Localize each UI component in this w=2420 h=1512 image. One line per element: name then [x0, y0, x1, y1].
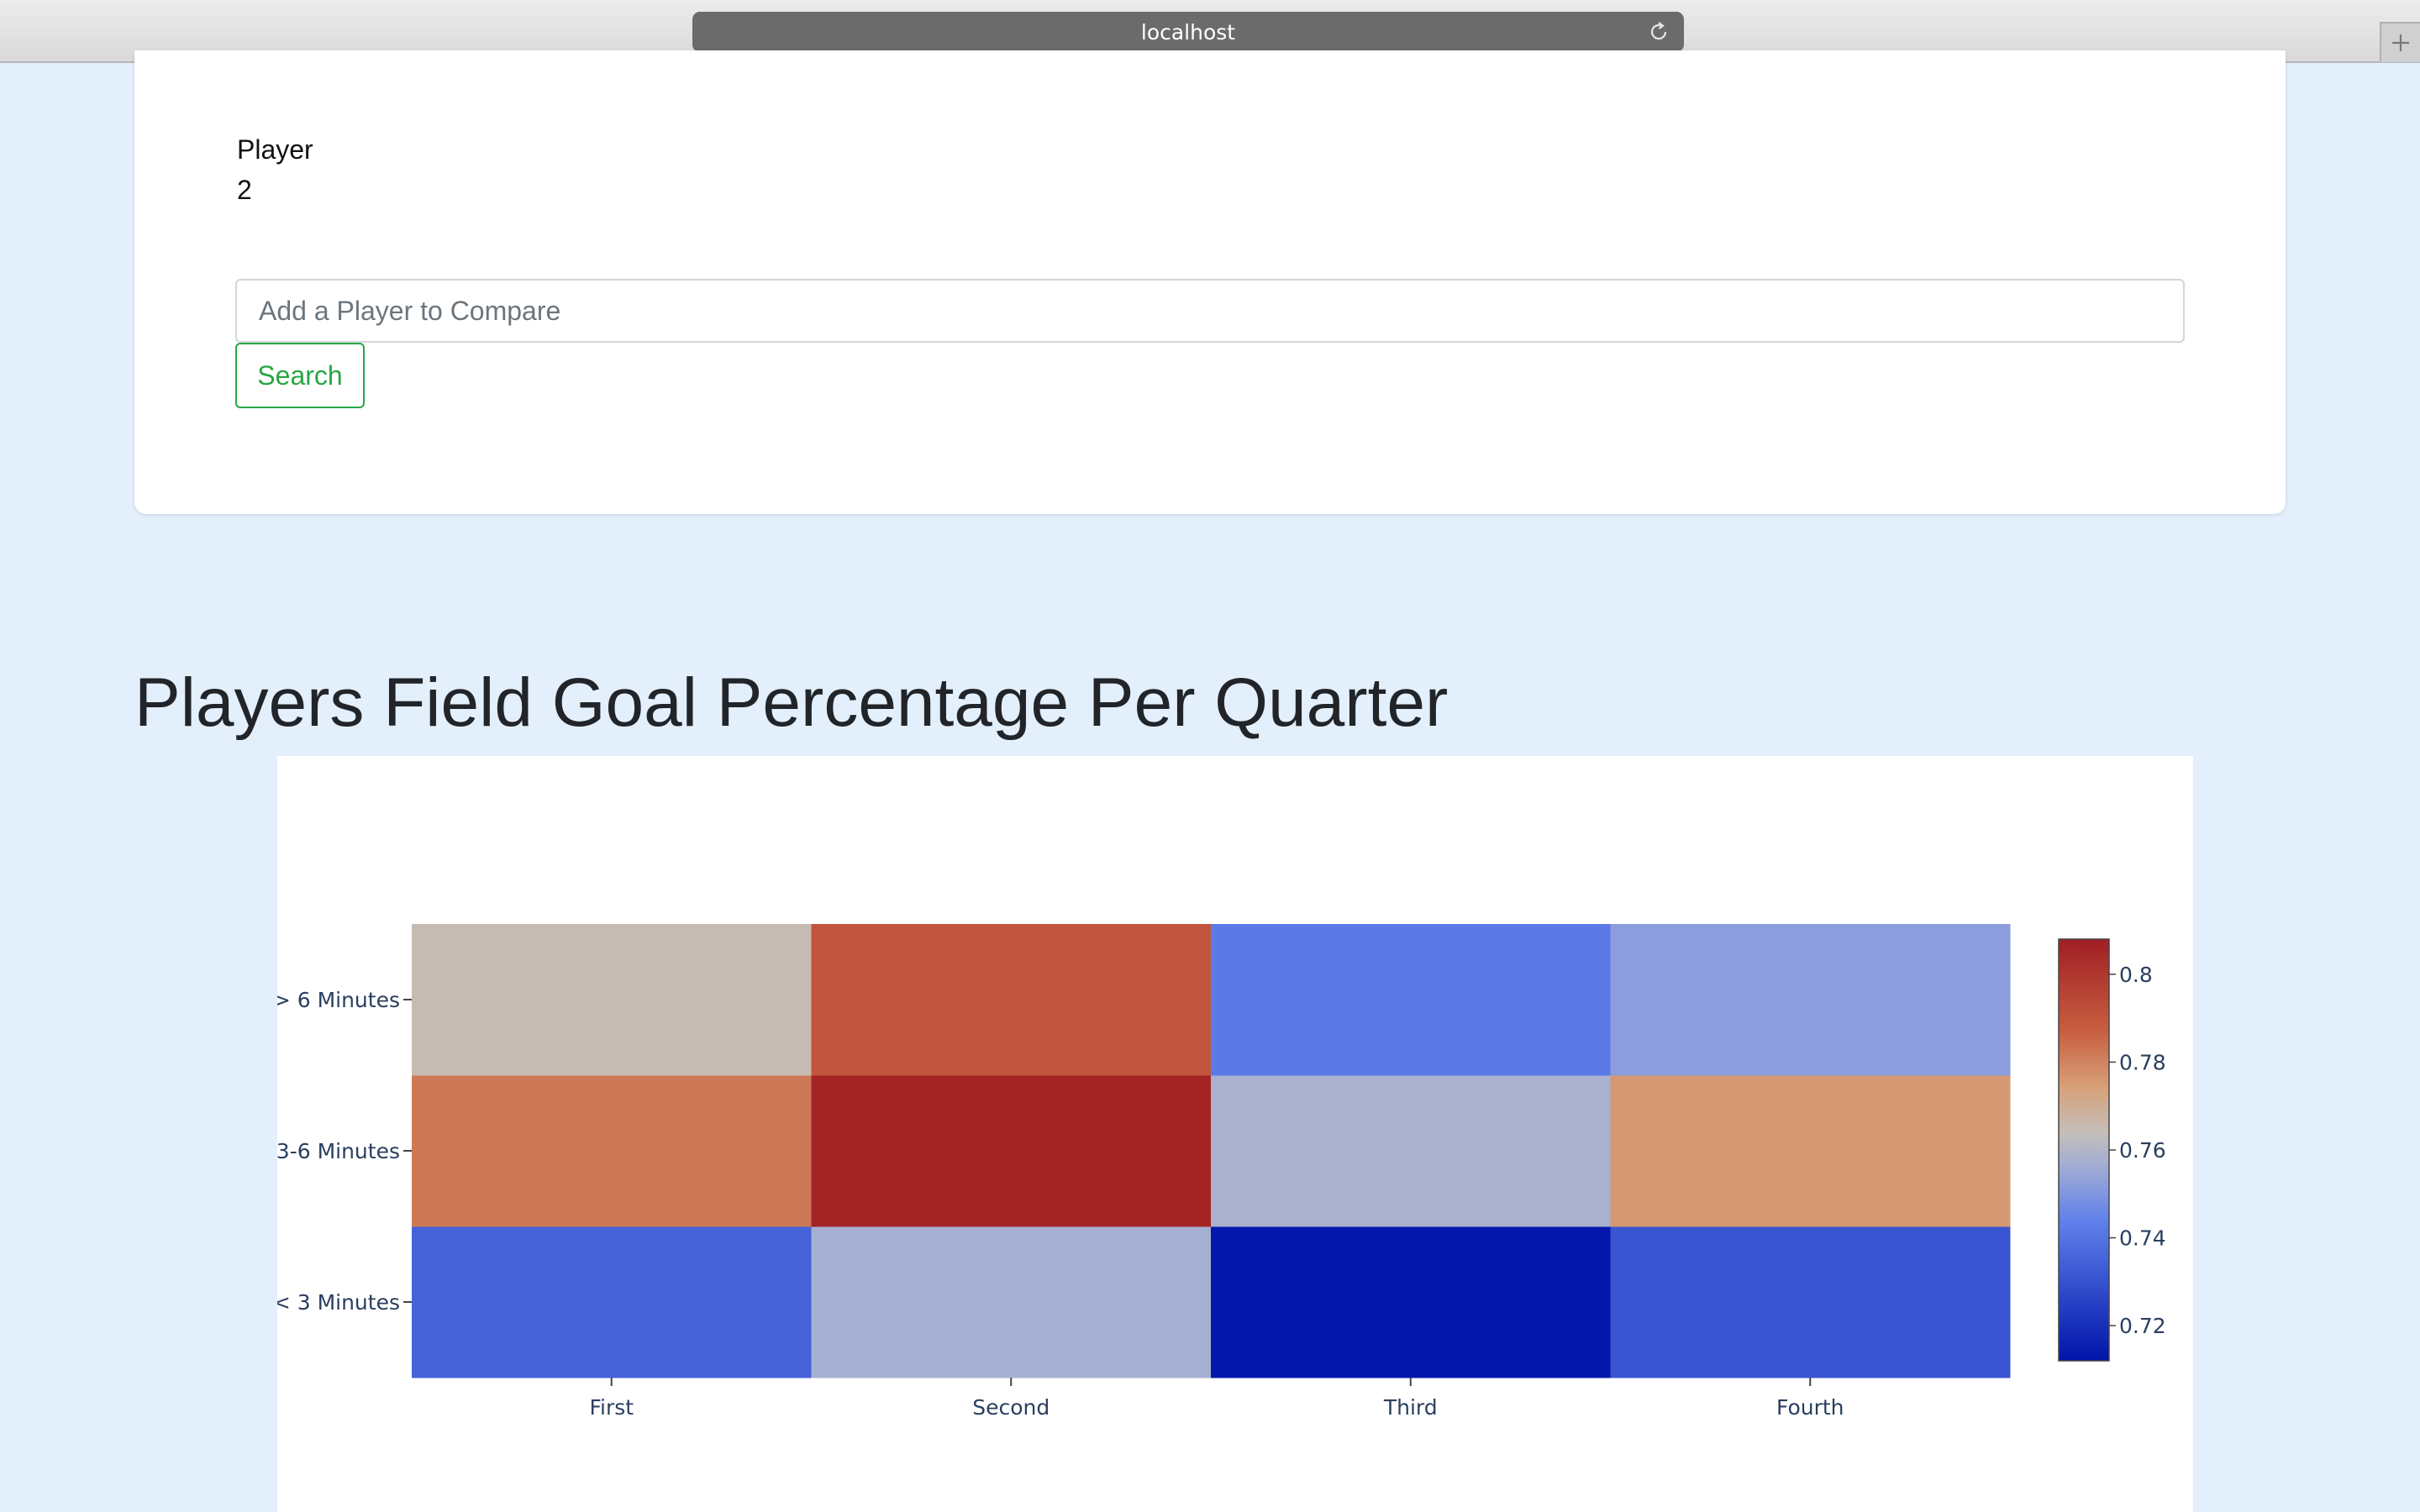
heatmap-cell [412, 924, 812, 1076]
search-button[interactable]: Search [235, 343, 365, 408]
search-input[interactable] [235, 279, 2185, 343]
new-tab-button[interactable] [2380, 22, 2420, 62]
colorbar [2058, 938, 2110, 1362]
x-tick-label: Fourth [1776, 1395, 1844, 1420]
reload-icon[interactable] [1645, 18, 1672, 45]
player-card: Player 2 Search [134, 50, 2286, 514]
heatmap-cell [811, 1226, 1212, 1378]
heatmap-chart: First Second Third Fourth < 3 Minutes 3-6 Mi… [277, 756, 2193, 1512]
heatmap-cell [1610, 1075, 2011, 1227]
y-tick-label: < 3 Minutes [277, 1290, 400, 1315]
heatmap-cell [1610, 924, 2011, 1076]
plus-icon [2392, 34, 2409, 51]
colorbar-tick-label: 0.74 [2119, 1226, 2166, 1251]
heatmap-svg: First Second Third Fourth < 3 Minutes 3-6 Mi… [277, 924, 2166, 1420]
x-tick-label: Second [972, 1395, 1050, 1420]
player-value: 2 [237, 175, 252, 205]
heatmap-cell [1211, 1226, 1611, 1378]
player-label: Player [237, 134, 313, 165]
heatmap-cell [1610, 1226, 2011, 1378]
heatmap-cell [811, 1075, 1212, 1227]
x-tick-label: Third [1383, 1395, 1438, 1420]
heatmap-cell [412, 1226, 812, 1378]
address-bar[interactable]: localhost [692, 12, 1684, 52]
heatmap-cell [1211, 924, 1611, 1076]
colorbar-tick-label: 0.76 [2119, 1138, 2166, 1163]
colorbar-tick-label: 0.8 [2119, 963, 2153, 987]
y-tick-label: 3-6 Minutes [277, 1139, 400, 1163]
heatmap-cell [1211, 1075, 1611, 1227]
heatmap-cell [811, 924, 1212, 1076]
colorbar-tick-label: 0.72 [2119, 1314, 2166, 1338]
y-tick-label: > 6 Minutes [277, 988, 400, 1012]
colorbar-tick-label: 0.78 [2119, 1050, 2166, 1074]
address-text: localhost [1140, 19, 1236, 45]
x-tick-label: First [589, 1395, 634, 1420]
page-title: Players Field Goal Percentage Per Quarte… [134, 664, 1449, 741]
heatmap-cell [412, 1075, 812, 1227]
